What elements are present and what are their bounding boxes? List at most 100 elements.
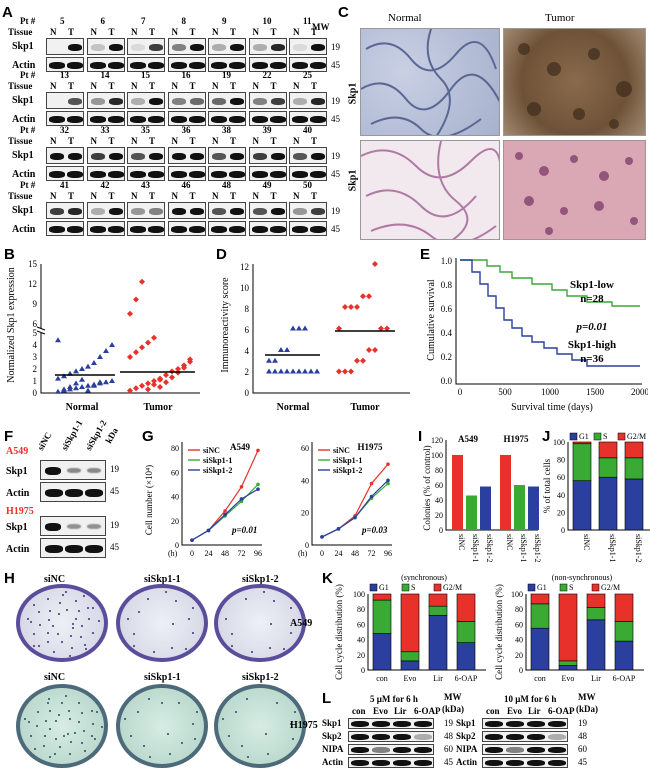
a-actin-blot (167, 221, 206, 236)
h-col-label-siNC: siNC (44, 574, 66, 585)
a-skp1-label: Skp1 (12, 150, 34, 161)
f-skp1-label-2: Skp1 (6, 522, 28, 533)
stacked-bar-S (598, 457, 618, 478)
a-patient-number: 46 (181, 180, 191, 190)
l-blot-Skp1 (482, 718, 568, 729)
g-xtick: 24 (335, 549, 343, 558)
a-patient-number: 15 (141, 70, 150, 80)
d-tumor-point (360, 293, 366, 300)
stacked-bar-S (586, 607, 606, 621)
panel-d-ylabel: Immunoreactivity score (220, 277, 231, 373)
d-ytick: 12 (240, 262, 249, 272)
a-normal-lane: N (90, 191, 98, 201)
stacked-bar-G2/M (372, 593, 392, 601)
a-tumor-lane: T (149, 27, 156, 37)
a-patient-number: 42 (100, 180, 110, 190)
a-normal-lane: N (212, 81, 219, 91)
l-mw-Skp2: 48 (578, 731, 587, 741)
h-col-label-siSkp1-1: siSkp1-1 (144, 574, 181, 585)
d-tumor-point (342, 368, 348, 375)
b-normal-point (91, 382, 97, 388)
a-normal-lane: N (50, 81, 57, 91)
l-lane-6-OAP: 6-OAP (414, 706, 441, 716)
f-a549-label: A549 (6, 446, 29, 457)
panel-d-scatter: Immunoreactivity score 12 10 8 6 4 2 0 N… (220, 261, 410, 413)
b-normal-point (103, 379, 109, 385)
stacked-ylabel: % of total cells (542, 458, 552, 513)
l-mw-NIPA: 60 (578, 744, 587, 754)
g-ylabel: Cell number (×10⁴) (144, 465, 154, 535)
stacked-ytick: 40 (357, 636, 365, 645)
a-normal-lane: N (171, 136, 179, 146)
a-actin-blot (127, 57, 165, 72)
g-legend-siNC: siNC (333, 446, 350, 455)
a-actin-blot (167, 57, 206, 72)
d-tumor-point (378, 325, 384, 332)
b-tumor-point (157, 376, 163, 383)
a-patient-number: 6 (100, 16, 106, 26)
e-xtick: 0 (458, 387, 463, 397)
b-tumor-point (133, 296, 139, 303)
e-high-n: n=36 (580, 353, 604, 365)
e-pvalue: p=0.01 (575, 321, 607, 333)
b-ytick: 0 (33, 388, 38, 398)
panel-label-e: E (420, 246, 431, 263)
b-tumor-point (181, 364, 187, 371)
b-tumor-point (187, 356, 193, 363)
panel-i-colony-bars: Colonies (% of control)120 100 80 60 40 20 0 A5… (422, 434, 542, 562)
e-ytick: 1.0 (441, 256, 453, 266)
f-kda: kDa (103, 426, 121, 445)
panel-label-c: C (338, 4, 349, 21)
b-ytick: 3 (33, 352, 38, 362)
stacked-bar-G2/M (400, 593, 420, 653)
b-ytick: 5 (33, 328, 38, 338)
l-blot-Skp2 (348, 731, 434, 742)
panel-b-scatter: Normalized Skp1 expression 15 12 9 6 5 4… (6, 259, 200, 413)
a-patient-number: 43 (141, 180, 150, 190)
a-patient-number: 9 (222, 16, 227, 26)
a-normal-lane: N (252, 191, 260, 201)
a-skp1-blot (167, 202, 206, 219)
stacked-bar-S (530, 603, 550, 629)
d-tumor-point (348, 304, 354, 310)
g-point (239, 485, 244, 489)
l-mw: MW (578, 692, 596, 702)
g-ytick: 20 (171, 517, 179, 526)
g-point (223, 512, 227, 517)
d-xlabel-normal: Normal (277, 402, 310, 413)
g-ytick: 0 (305, 541, 309, 550)
a-actin-blot (248, 221, 287, 236)
a-normal-lane: N (90, 136, 98, 146)
a-mw-label: MW (312, 22, 330, 32)
stacked-xlabel: 6-OAP (613, 674, 636, 683)
a-normal-lane: N (293, 136, 300, 146)
a-normal-lane: N (212, 136, 219, 146)
a-actin-blot (289, 221, 327, 236)
a-tumor-lane: T (108, 136, 115, 146)
i-ytick: 80 (435, 466, 443, 475)
a-patient-number: 19 (222, 70, 231, 80)
a-patient-number: 49 (262, 180, 272, 190)
a-skp1-blot (46, 202, 84, 219)
g-point (206, 528, 211, 533)
g-ytick: 80 (171, 444, 179, 453)
stacked-bar-G2/M (530, 593, 550, 605)
b-normal-point (85, 363, 91, 369)
l-kda: (kDa) (442, 704, 464, 714)
h-dish-a549 (16, 584, 108, 662)
b-xlabel-normal: Normal (66, 402, 99, 413)
a-actin-blot (86, 111, 125, 126)
i-group-H1975: H1975 (503, 434, 529, 444)
i-bar (514, 485, 525, 530)
a-normal-lane: N (252, 27, 260, 37)
a-tumor-lane: T (189, 191, 196, 201)
a-actin-blot (248, 111, 287, 126)
b-ytick: 12 (28, 279, 37, 289)
a-tumor-lane: T (149, 191, 156, 201)
a-normal-lane: N (212, 191, 219, 201)
l-protein-Actin: Actin (322, 757, 343, 767)
a-actin-blot (86, 221, 125, 236)
g-xtick: 96 (384, 549, 392, 558)
stacked-ytick: 0 (361, 666, 365, 675)
d-tumor-point (336, 325, 342, 332)
